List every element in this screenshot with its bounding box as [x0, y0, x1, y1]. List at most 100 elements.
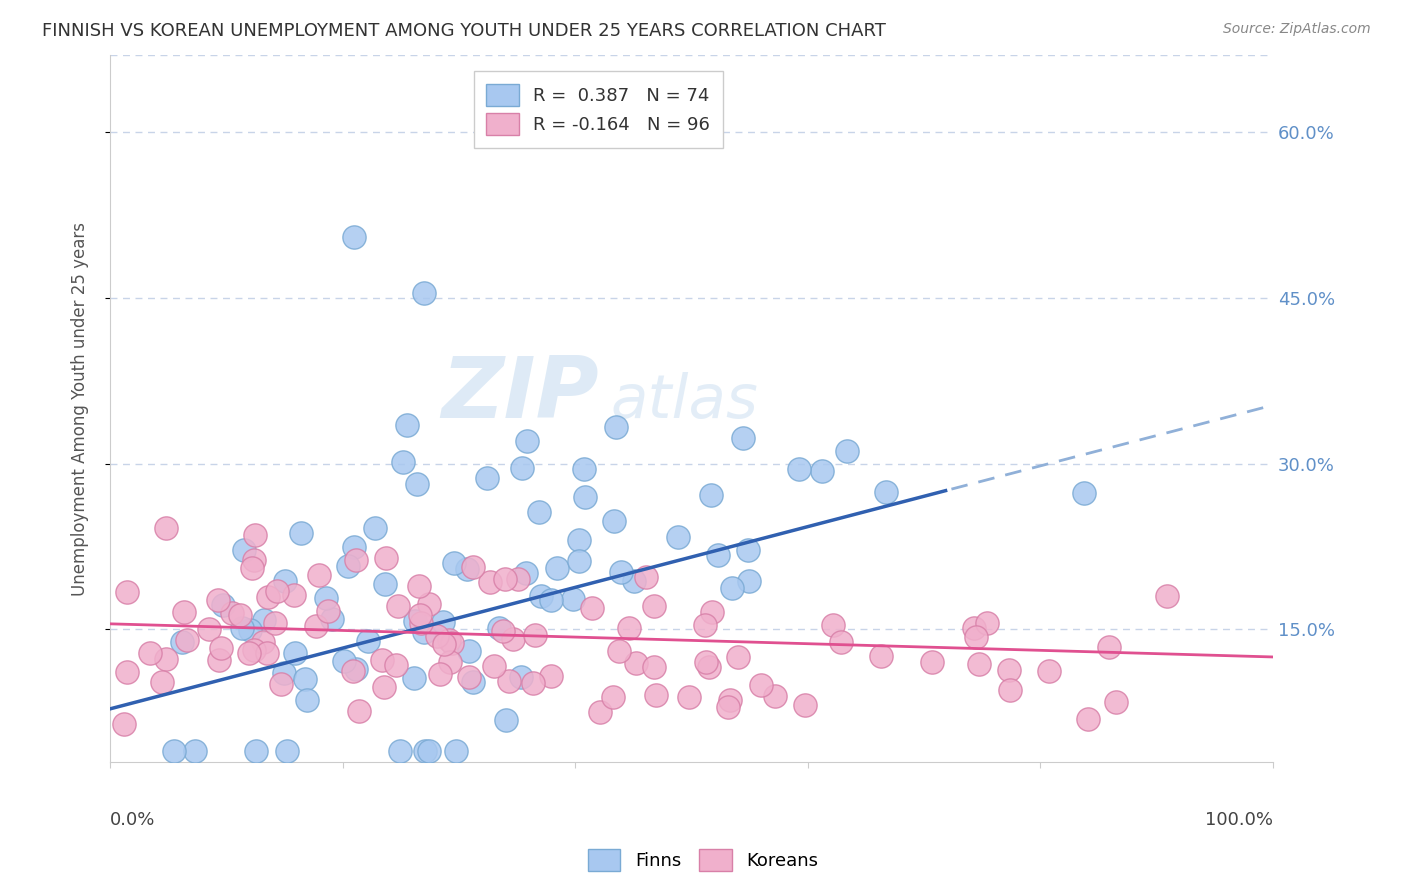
Point — [502, 632, 524, 646]
Point — [388, 744, 411, 758]
Point — [1098, 640, 1121, 655]
Point — [290, 525, 312, 540]
Point — [413, 285, 436, 300]
Point — [429, 666, 451, 681]
Point — [695, 617, 717, 632]
Point — [516, 434, 538, 448]
Point — [546, 561, 568, 575]
Point — [581, 601, 603, 615]
Point — [308, 568, 330, 582]
Point — [221, 607, 243, 621]
Point — [173, 605, 195, 619]
Point — [461, 674, 484, 689]
Point — [257, 590, 280, 604]
Point — [643, 660, 665, 674]
Point — [239, 623, 262, 637]
Point — [574, 491, 596, 505]
Y-axis label: Unemployment Among Youth under 25 years: Unemployment Among Youth under 25 years — [72, 221, 89, 596]
Point — [720, 581, 742, 595]
Point — [678, 690, 700, 704]
Point — [998, 682, 1021, 697]
Point — [602, 514, 624, 528]
Text: 100.0%: 100.0% — [1205, 812, 1272, 830]
Point — [624, 656, 647, 670]
Point — [342, 665, 364, 679]
Point — [540, 668, 562, 682]
Point — [478, 575, 501, 590]
Point — [568, 533, 591, 547]
Point — [446, 744, 468, 758]
Point — [405, 477, 427, 491]
Point — [273, 665, 295, 680]
Point — [432, 615, 454, 630]
Text: atlas: atlas — [610, 372, 758, 431]
Point — [568, 554, 591, 568]
Point — [274, 574, 297, 589]
Point — [207, 593, 229, 607]
Point — [509, 670, 531, 684]
Point — [602, 690, 624, 704]
Point — [411, 615, 433, 630]
Text: FINNISH VS KOREAN UNEMPLOYMENT AMONG YOUTH UNDER 25 YEARS CORRELATION CHART: FINNISH VS KOREAN UNEMPLOYMENT AMONG YOU… — [42, 22, 886, 40]
Point — [336, 558, 359, 573]
Point — [623, 574, 645, 589]
Point — [700, 488, 723, 502]
Point — [343, 540, 366, 554]
Point — [965, 630, 987, 644]
Point — [695, 655, 717, 669]
Point — [506, 572, 529, 586]
Point — [492, 624, 515, 639]
Point — [253, 614, 276, 628]
Point — [530, 589, 553, 603]
Point — [270, 677, 292, 691]
Point — [727, 650, 749, 665]
Point — [738, 574, 761, 588]
Point — [374, 551, 396, 566]
Point — [315, 591, 337, 605]
Point — [408, 578, 430, 592]
Point — [256, 646, 278, 660]
Point — [150, 675, 173, 690]
Point — [482, 659, 505, 673]
Point — [515, 566, 537, 580]
Point — [212, 598, 235, 612]
Point — [243, 528, 266, 542]
Point — [176, 632, 198, 647]
Point — [636, 570, 658, 584]
Point — [139, 646, 162, 660]
Point — [702, 605, 724, 619]
Point — [1077, 712, 1099, 726]
Point — [588, 705, 610, 719]
Point — [155, 521, 177, 535]
Point — [252, 634, 274, 648]
Point — [456, 562, 478, 576]
Point — [717, 700, 740, 714]
Point — [170, 635, 193, 649]
Point — [475, 471, 498, 485]
Point — [418, 744, 440, 758]
Legend: R =  0.387   N = 74, R = -0.164   N = 96: R = 0.387 N = 74, R = -0.164 N = 96 — [474, 71, 723, 148]
Point — [458, 644, 481, 658]
Point — [522, 676, 544, 690]
Point — [229, 607, 252, 622]
Point — [441, 636, 464, 650]
Point — [921, 656, 943, 670]
Point — [266, 583, 288, 598]
Point — [869, 649, 891, 664]
Point — [720, 692, 742, 706]
Point — [1073, 486, 1095, 500]
Point — [231, 621, 253, 635]
Point — [643, 599, 665, 613]
Point — [765, 689, 787, 703]
Point — [461, 559, 484, 574]
Point — [607, 643, 630, 657]
Point — [498, 673, 520, 688]
Point — [404, 614, 426, 628]
Point — [373, 680, 395, 694]
Point — [494, 572, 516, 586]
Point — [731, 431, 754, 445]
Point — [264, 615, 287, 630]
Point — [1038, 664, 1060, 678]
Point — [346, 553, 368, 567]
Point — [737, 543, 759, 558]
